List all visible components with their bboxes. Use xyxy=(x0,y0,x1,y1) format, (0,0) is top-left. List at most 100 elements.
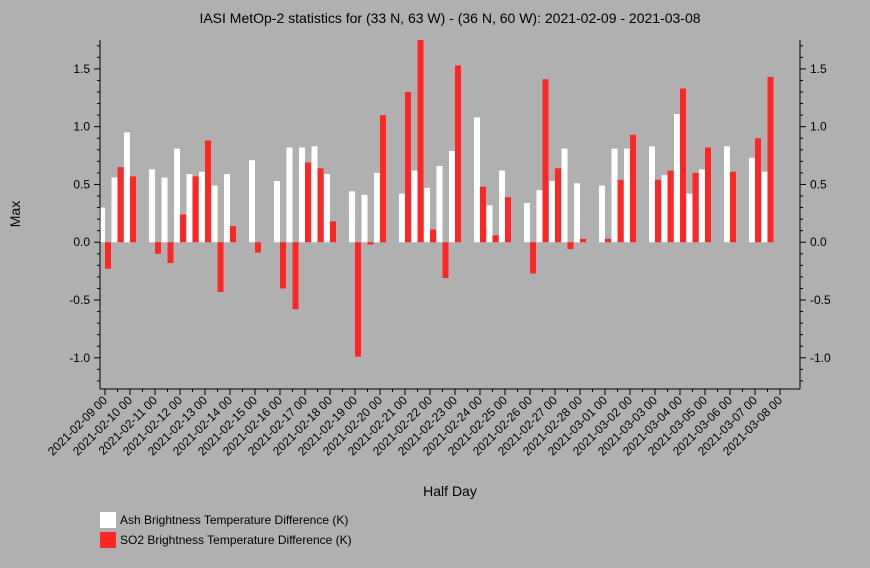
ash-bar xyxy=(411,170,418,243)
so2-bar xyxy=(480,186,486,243)
ash-bar xyxy=(211,185,218,243)
so2-bar xyxy=(405,92,411,243)
so2-bar xyxy=(430,229,436,243)
plot-area: 1.5 1.5 1.0 1.0 0.5 0.5 0.0 0.0 -0.5 -0.5 -1.0 -1.0… xyxy=(45,40,831,458)
ash-bar xyxy=(549,180,555,243)
ash-bar xyxy=(761,171,768,243)
ash-bar xyxy=(124,132,130,243)
y-tick-label-left: 1.0 xyxy=(73,120,90,134)
ash-bar xyxy=(561,148,568,243)
ash-bar xyxy=(686,193,693,243)
so2-bar xyxy=(330,221,336,243)
ash-bar xyxy=(436,165,443,243)
ash-bar xyxy=(574,183,580,243)
ash-bar xyxy=(349,191,355,243)
ash-bar xyxy=(149,169,155,243)
ash-bar xyxy=(374,172,380,243)
ash-bar xyxy=(724,146,730,243)
ash-bar xyxy=(674,113,680,243)
so2-bar xyxy=(117,167,124,243)
legend-label-ash: Ash Brightness Temperature Difference (K… xyxy=(120,513,348,527)
so2-bar xyxy=(667,170,674,243)
so2-bar xyxy=(230,226,236,243)
so2-bar xyxy=(555,168,561,243)
y-tick-label-right: 1.0 xyxy=(810,120,827,134)
ash-bar xyxy=(186,174,193,243)
so2-bar xyxy=(217,242,224,292)
y-tick-label-right: 0.0 xyxy=(810,235,827,249)
chart-title: IASI MetOp-2 statistics for (33 N, 63 W)… xyxy=(199,10,700,26)
so2-bar xyxy=(205,140,211,243)
y-tick-label-right: 0.5 xyxy=(810,177,827,191)
ash-bar xyxy=(661,175,668,243)
ash-bar xyxy=(424,187,430,243)
ash-bar xyxy=(524,202,530,243)
so2-bar xyxy=(105,242,111,269)
ash-bar xyxy=(474,117,480,243)
so2-bar xyxy=(305,162,311,243)
so2-bar xyxy=(130,176,136,243)
y-tick-label-right: 1.5 xyxy=(810,62,827,76)
y-tick-label-left: -0.5 xyxy=(69,293,90,307)
so2-bar xyxy=(417,40,424,243)
ash-bar xyxy=(361,194,368,243)
so2-bar xyxy=(442,242,449,279)
so2-bar xyxy=(617,179,624,243)
y-axis-label: Max xyxy=(7,201,23,227)
y-tick-label-left: -1.0 xyxy=(69,351,90,365)
so2-bar xyxy=(655,179,661,243)
so2-bar xyxy=(355,242,361,357)
so2-bar xyxy=(605,238,611,243)
ash-bar xyxy=(174,148,180,243)
ash-bar xyxy=(311,146,318,243)
ash-bar xyxy=(399,193,405,243)
so2-bar xyxy=(317,168,324,243)
ash-bar xyxy=(299,147,305,243)
so2-bar xyxy=(255,242,261,253)
legend-swatch-so2 xyxy=(100,532,116,548)
ash-bar xyxy=(324,174,330,243)
so2-bar xyxy=(292,242,299,310)
ash-bar xyxy=(286,147,293,243)
legend-label-so2: SO2 Brightness Temperature Difference (K… xyxy=(120,533,352,547)
ash-bar xyxy=(274,180,280,243)
so2-bar xyxy=(492,235,499,243)
legend-swatch-ash xyxy=(100,512,116,528)
so2-bar xyxy=(192,176,199,243)
so2-bar xyxy=(542,79,549,243)
so2-bar xyxy=(692,172,699,243)
so2-bar xyxy=(680,88,686,243)
ash-bar xyxy=(249,160,255,243)
so2-bar xyxy=(630,134,636,243)
so2-bar xyxy=(455,65,461,243)
ash-bar xyxy=(749,157,755,243)
y-tick-label-right: -0.5 xyxy=(810,293,831,307)
so2-bar xyxy=(580,238,586,243)
so2-bar xyxy=(730,171,736,243)
y-tick-label-left: 0.0 xyxy=(73,235,90,249)
so2-bar xyxy=(705,147,711,243)
ash-bar xyxy=(161,177,168,243)
so2-bar xyxy=(155,242,161,254)
so2-bar xyxy=(280,242,286,289)
ash-bar xyxy=(599,185,605,243)
ash-bar xyxy=(224,174,230,243)
so2-bar xyxy=(567,242,574,250)
ash-bar xyxy=(699,169,705,243)
so2-bar xyxy=(380,115,386,243)
ash-bar xyxy=(486,205,493,243)
legend: Ash Brightness Temperature Difference (K… xyxy=(100,512,352,548)
ash-bar xyxy=(499,170,505,243)
ash-bar xyxy=(449,150,455,243)
so2-bar xyxy=(530,242,536,274)
ash-bar xyxy=(649,146,655,243)
ash-bar xyxy=(99,207,105,243)
y-tick-label-right: -1.0 xyxy=(810,351,831,365)
ash-bar xyxy=(611,148,618,243)
ash-bar xyxy=(199,171,205,243)
so2-bar xyxy=(505,197,511,243)
ash-bar xyxy=(624,148,630,243)
ash-bar xyxy=(536,190,543,243)
